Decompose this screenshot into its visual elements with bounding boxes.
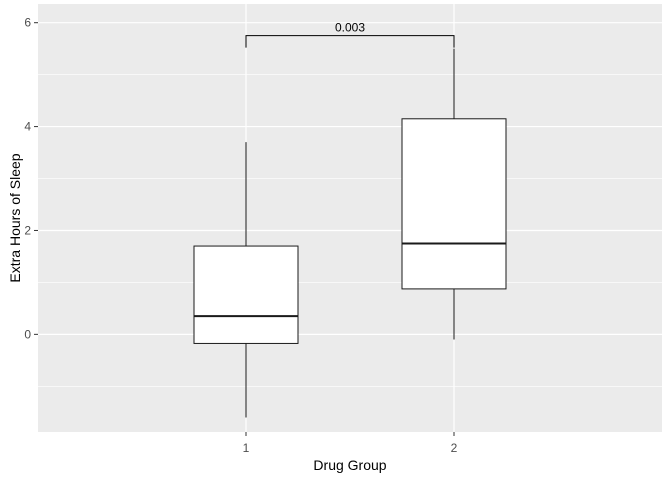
- significance-bracket: 0.003: [245, 21, 455, 48]
- box-body: [401, 118, 507, 290]
- x-axis-title: Drug Group: [313, 457, 386, 473]
- y-tick-label: 4: [24, 120, 31, 134]
- y-tick-label: 2: [24, 223, 31, 237]
- box-group-1: [193, 142, 299, 418]
- box-group-2: [401, 48, 507, 340]
- significance-p-value: 0.003: [335, 21, 365, 35]
- y-tick-label: 0: [24, 327, 31, 341]
- grid-minor-lines: [38, 74, 662, 387]
- axes: 0 2 4 6 1 2: [24, 16, 457, 455]
- box-marks: [193, 48, 507, 418]
- y-tick-label: 6: [24, 16, 31, 30]
- y-axis-title: Extra Hours of Sleep: [7, 153, 23, 282]
- plot-panel: [38, 4, 662, 432]
- box-body: [193, 245, 299, 344]
- x-tick-label: 2: [451, 441, 458, 455]
- x-tick-label: 1: [243, 441, 250, 455]
- significance-bracket-line: [245, 35, 455, 48]
